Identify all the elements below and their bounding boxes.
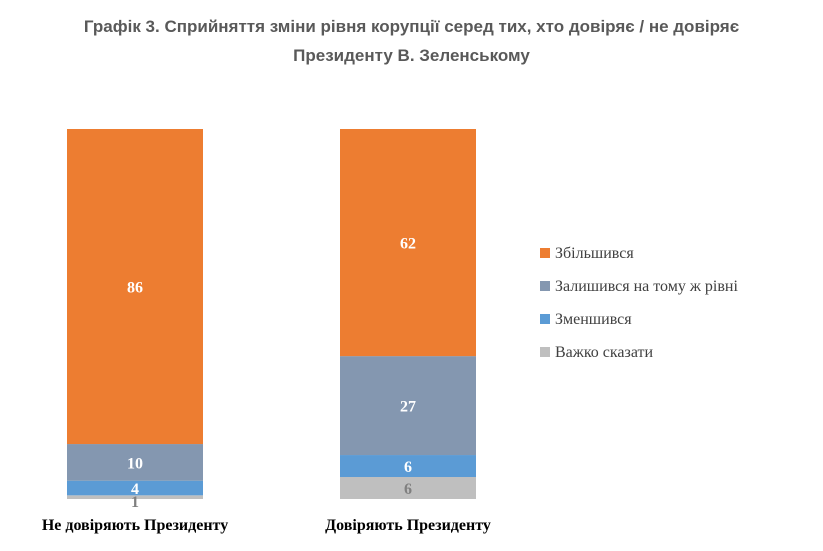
category-label: Не довіряють Президенту: [42, 517, 228, 534]
data-label: 62: [400, 236, 416, 253]
legend-swatch: [540, 281, 550, 291]
bar-segment: [340, 477, 476, 499]
legend-swatch: [540, 314, 550, 324]
category-label: Довіряють Президенту: [325, 517, 491, 534]
legend-swatch: [540, 347, 550, 357]
legend-label: Важко сказати: [555, 344, 654, 361]
bar-segment: [67, 129, 203, 445]
legend-label: Зменшився: [555, 311, 632, 328]
bar-segment: [67, 495, 203, 499]
legend-label: Збільшився: [555, 245, 634, 262]
legend-swatch: [540, 248, 550, 258]
data-label: 27: [400, 399, 416, 416]
data-label: 4: [131, 481, 139, 498]
data-label: 86: [127, 280, 143, 297]
data-label: 10: [127, 455, 143, 472]
bar-segment: [340, 129, 476, 357]
bar-segment: [67, 444, 203, 481]
data-label: 6: [404, 459, 412, 476]
chart-title-line-2: Президенту В. Зеленському: [293, 46, 530, 65]
data-label: 6: [404, 481, 412, 498]
data-label: 1: [131, 494, 139, 511]
bar-segment: [340, 455, 476, 478]
bar-segment: [67, 480, 203, 496]
chart-title: Графік 3. Сприйняття зміни рівня корупці…: [0, 12, 823, 70]
bar-segment: [340, 356, 476, 456]
legend-label: Залишився на тому ж рівні: [555, 278, 738, 295]
chart-title-line-1: Графік 3. Сприйняття зміни рівня корупці…: [83, 17, 740, 36]
